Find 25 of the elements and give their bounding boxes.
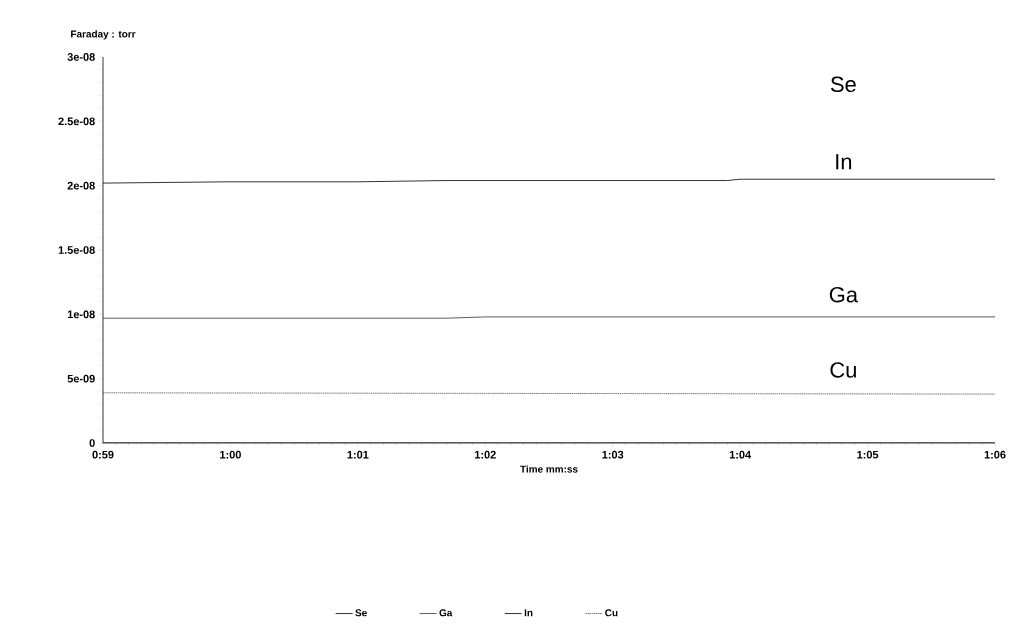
- x-tick-label: 0:59: [92, 450, 114, 459]
- y-tick-label: 0: [89, 439, 95, 447]
- x-tick-label: 1:00: [220, 450, 241, 459]
- annotation: In: [836, 154, 852, 170]
- y-tick-label: 1e-08: [67, 310, 95, 319]
- legend-label: In: [524, 609, 533, 617]
- x-tick-label: 1:02: [475, 450, 496, 459]
- y-axis-title: Faraday : torr: [71, 30, 136, 40]
- y-tick-label: 3e-08: [67, 53, 95, 61]
- x-tick-label: 1:06: [984, 450, 1006, 459]
- annotation: Cu: [830, 362, 856, 378]
- x-axis-title: Time mm:ss: [520, 465, 578, 473]
- annotation: Ga: [829, 286, 858, 303]
- y-tick-label: 5e-09: [67, 374, 95, 383]
- y-tick-label: 1.5e-08: [58, 246, 95, 254]
- annotation: Se: [830, 76, 856, 93]
- x-tick-label: 1:04: [729, 450, 752, 459]
- x-tick-label: 1:01: [347, 450, 369, 459]
- x-tick-label: 1:05: [857, 450, 879, 459]
- y-tick-label: 2.5e-08: [58, 117, 95, 126]
- x-tick-label: 1:03: [602, 450, 624, 459]
- legend-label: Ga: [439, 609, 453, 617]
- legend-label: Se: [355, 609, 367, 617]
- y-tick-label: 2e-08: [67, 181, 95, 190]
- legend-label: Cu: [605, 609, 618, 617]
